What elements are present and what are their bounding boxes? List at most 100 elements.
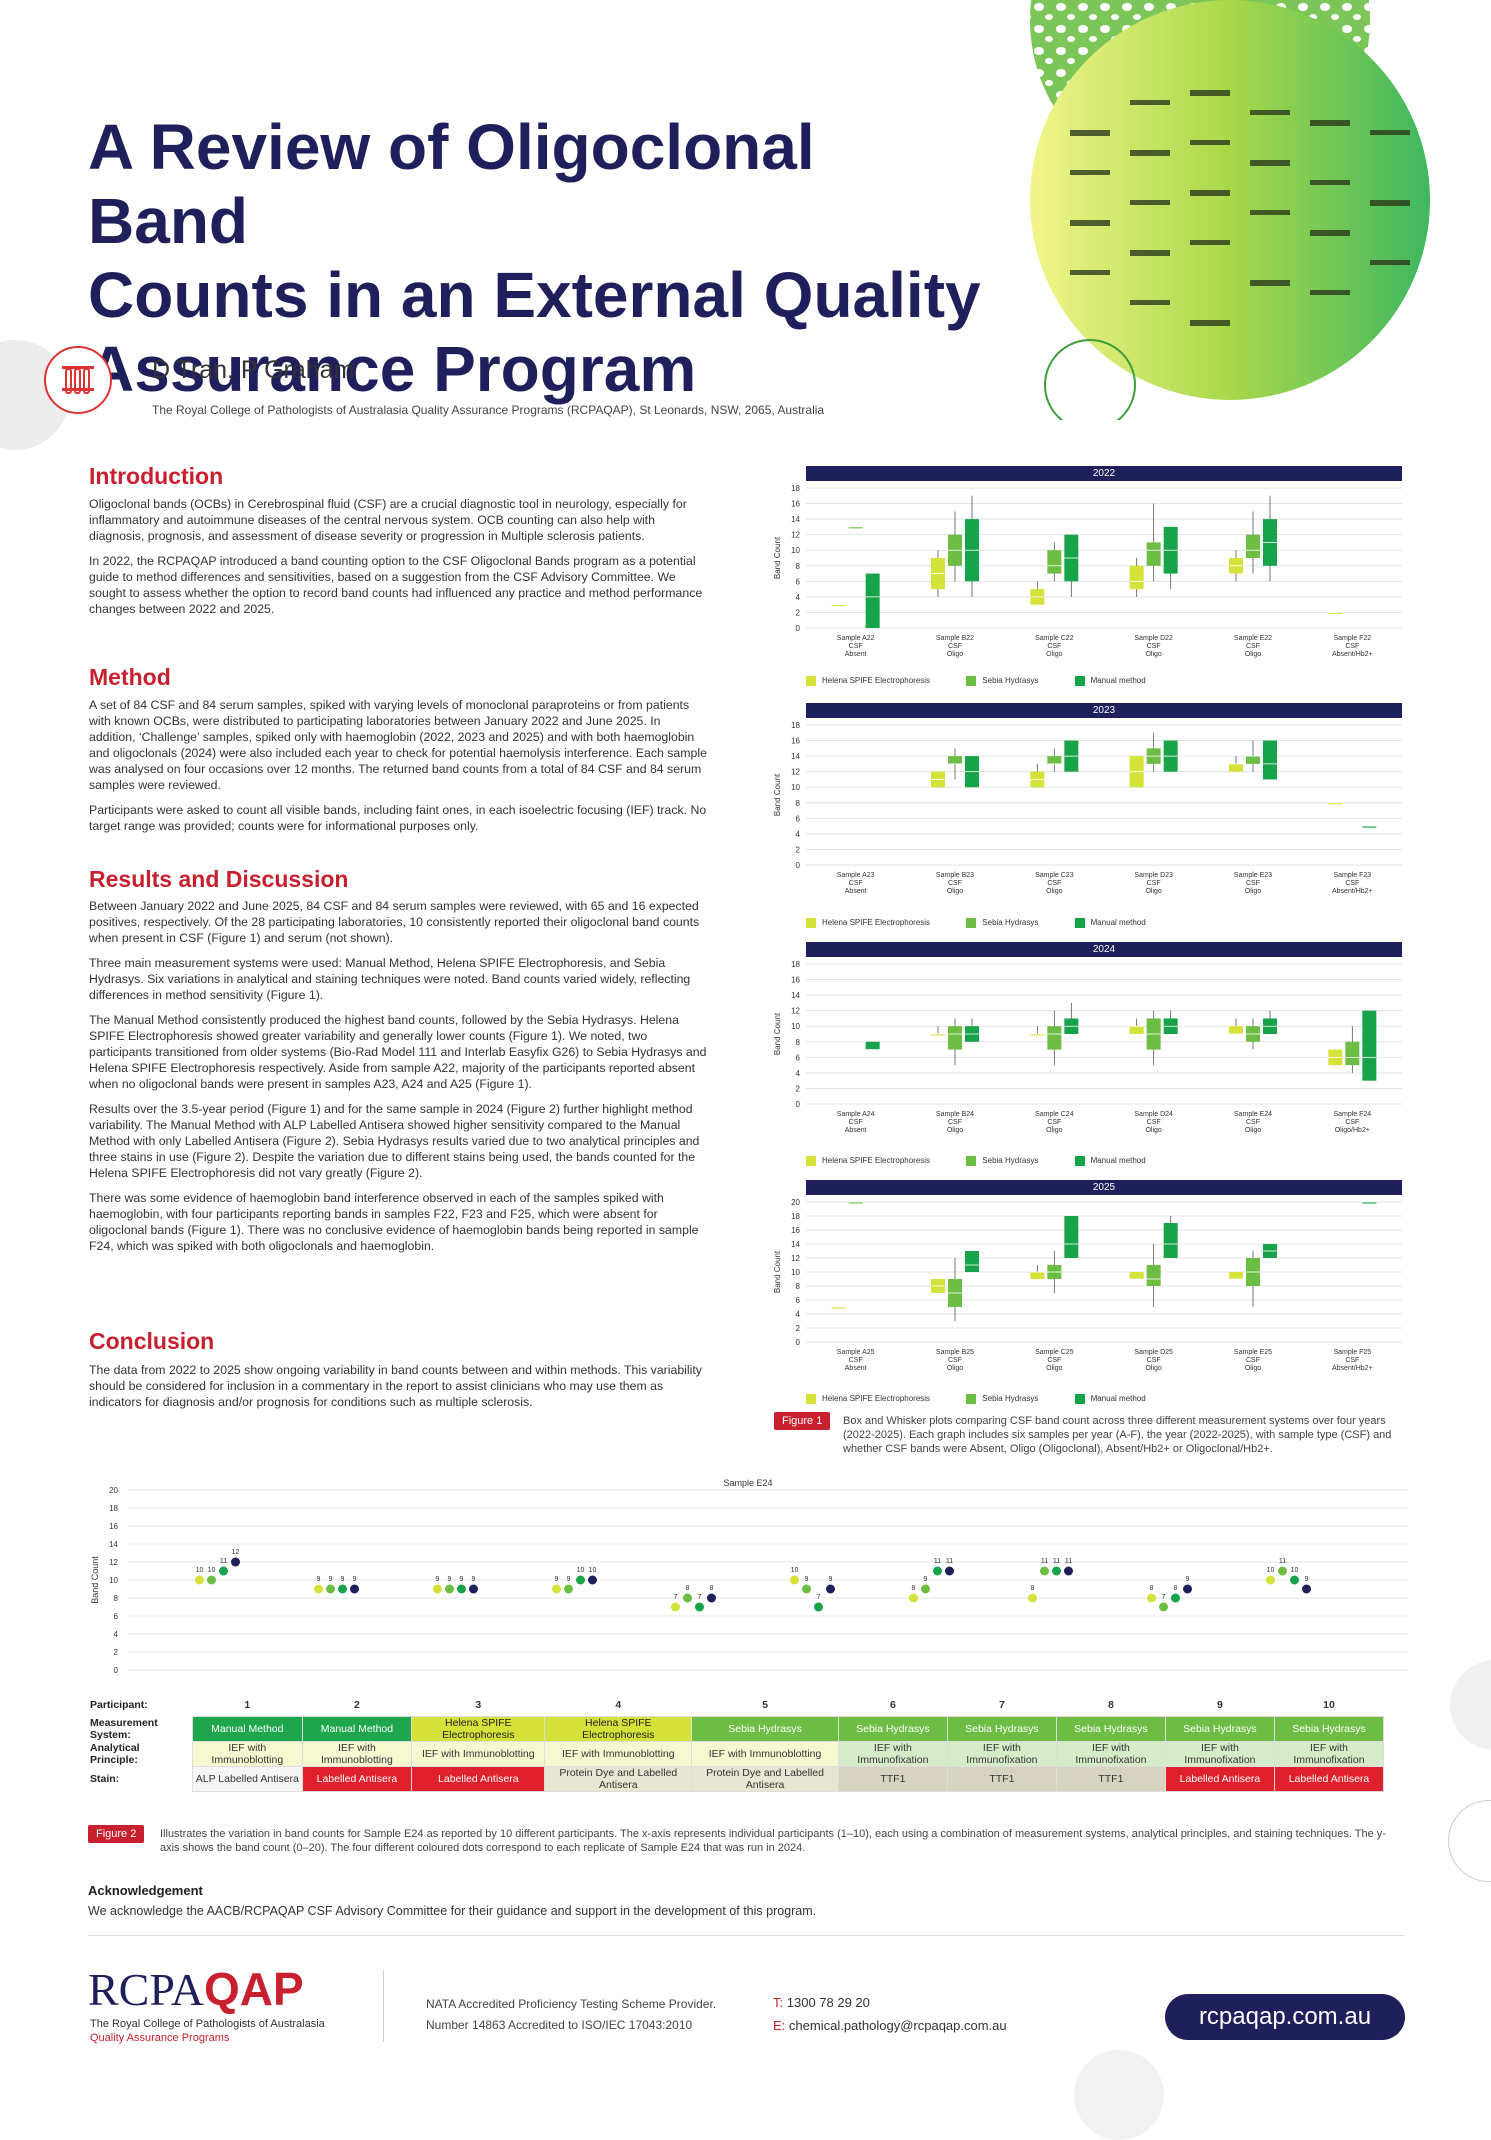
results-paragraph-5: There was some evidence of haemoglobin b… (89, 1191, 699, 1253)
analytical-principle-cell: IEF with Immunofixation (946, 1741, 1057, 1767)
data-point (469, 1584, 478, 1594)
data-label: 10 (208, 1567, 216, 1574)
box (1362, 826, 1377, 828)
chart-panel-2024: 2024 Band Count 0 2 4 6 8 10 12 14 16 18 Sample A24… (770, 942, 1402, 1172)
x-tick-label: Absent/Hb2+ (1332, 1365, 1373, 1372)
stain-row: Stain: ALP Labelled Antisera Labelled Ant… (88, 1766, 1385, 1792)
y-tick-label: 2 (796, 1084, 801, 1093)
chart-panel-2025: 2025 Band Count 0 2 4 6 8 10 12 14 16 18 20 Sample A… (770, 1180, 1402, 1410)
box (1064, 1216, 1079, 1258)
measurement-system-cell: Helena SPIFE Electrophoresis (544, 1716, 693, 1742)
data-point (802, 1584, 811, 1594)
data-point (433, 1584, 442, 1594)
data-point (1266, 1575, 1275, 1585)
data-point (671, 1602, 680, 1612)
chart-title-2024: 2024 (806, 942, 1402, 957)
data-point (1290, 1575, 1299, 1585)
participant-number: 5 (762, 1699, 768, 1711)
box (1146, 542, 1161, 566)
data-label: 9 (567, 1576, 571, 1583)
analytical-principle-cell: IEF with Immunoblotting (301, 1741, 413, 1767)
y-axis-label: Band Count (773, 1012, 782, 1055)
method-paragraph-1: A set of 84 CSF and 84 serum samples, sp… (89, 698, 707, 792)
data-point (219, 1566, 228, 1576)
principle-row: Analytical Principle: IEF with Immunoblo… (88, 1741, 1385, 1767)
legend-label-helena: Helena SPIFE Electrophoresis (822, 676, 931, 686)
stain-cell: TTF1 (1055, 1766, 1166, 1792)
data-label: 9 (317, 1576, 321, 1583)
x-tick-label: Sample B22 (936, 635, 974, 642)
box (1345, 1041, 1360, 1066)
box (1030, 1034, 1045, 1036)
box (1129, 1272, 1144, 1279)
box (1246, 534, 1260, 558)
decor-circle-right (1450, 1660, 1491, 1750)
authors: D Tran, P Graham (152, 356, 355, 384)
y-tick-label: 18 (109, 1504, 118, 1513)
nata-line-2: Number 14863 Accredited to ISO/IEC 17043… (426, 2018, 693, 2032)
x-tick-label: CSF (849, 643, 863, 650)
legend-label-manual: Manual method (1090, 918, 1146, 928)
y-axis-label: Band Count (773, 536, 782, 579)
x-tick-label: Sample E22 (1234, 635, 1272, 642)
data-label: 7 (817, 1594, 821, 1601)
data-label: 12 (232, 1549, 240, 1556)
box (1229, 763, 1243, 772)
y-tick-label: 4 (796, 1069, 801, 1078)
y-tick-label: 6 (796, 577, 801, 586)
data-label: 9 (472, 1576, 476, 1583)
y-tick-label: 18 (791, 960, 800, 969)
box (831, 604, 846, 607)
box (1328, 802, 1343, 805)
legend-2024: Helena SPIFE Electrophoresis Sebia Hydra… (806, 1156, 1180, 1166)
x-tick-label: CSF (1246, 880, 1260, 887)
x-tick-label: CSF (1147, 1119, 1161, 1126)
figure-2-caption: Illustrates the variation in band counts… (160, 1828, 1386, 1854)
x-tick-label: CSF (948, 1119, 962, 1126)
x-tick-label: CSF (1047, 643, 1061, 650)
website-link[interactable]: rcpaqap.com.au (1165, 1994, 1405, 2040)
chart-panel-2022: 2022 Band Count 0 2 4 6 8 10 12 14 16 18 Sample A22… (770, 466, 1402, 696)
x-tick-label: Sample B24 (936, 1111, 974, 1118)
data-label: 9 (436, 1576, 440, 1583)
analytical-principle-cell: IEF with Immunofixation (1164, 1741, 1275, 1767)
brand-qap: QAP (203, 1963, 304, 2015)
analytical-principle-cell: IEF with Immunofixation (1055, 1741, 1166, 1767)
data-label: 11 (1041, 1558, 1048, 1565)
x-tick-label: Absent/Hb2+ (1332, 888, 1373, 895)
measurement-system-cell: Manual Method (192, 1716, 303, 1742)
email[interactable]: E: chemical.pathology@rcpaqap.com.au (773, 2018, 1007, 2033)
x-tick-label: CSF (1345, 1119, 1359, 1126)
legend-label-sebia: Sebia Hydrasys (982, 676, 1039, 686)
data-point (1171, 1593, 1180, 1603)
x-tick-label: Oligo (1145, 651, 1161, 658)
legend-label-helena: Helena SPIFE Electrophoresis (822, 1394, 931, 1404)
conclusion-heading: Conclusion (89, 1328, 215, 1354)
data-point (576, 1575, 585, 1585)
x-tick-label: Oligo (1046, 1365, 1062, 1372)
legend-swatch-helena (806, 676, 816, 686)
results-body: Between January 2022 and June 2025, 84 C… (89, 898, 709, 1263)
legend-swatch-helena (806, 1394, 816, 1404)
x-tick-label: CSF (1147, 1357, 1161, 1364)
legend-item-sebia: Sebia Hydrasys (966, 918, 1038, 928)
method-heading: Method (89, 664, 171, 690)
analytical-principle-cell: IEF with Immunoblotting (544, 1741, 693, 1767)
data-label: 11 (1053, 1558, 1060, 1565)
email-label: E: (773, 2018, 786, 2033)
y-tick-label: 14 (109, 1540, 118, 1549)
participant-number: 10 (1323, 1699, 1335, 1711)
data-point (1040, 1566, 1049, 1576)
telephone[interactable]: T: 1300 78 29 20 (773, 1995, 870, 2010)
data-label: 9 (805, 1576, 809, 1583)
page-title: A Review of Oligoclonal Band Counts in a… (88, 110, 988, 406)
y-tick-label: 0 (796, 624, 801, 633)
participant-row-label: Participant: (90, 1699, 148, 1712)
box (1047, 550, 1062, 574)
title-line-1: A Review of Oligoclonal Band (88, 111, 815, 257)
x-tick-label: CSF (1246, 1119, 1260, 1126)
x-tick-label: Absent/Hb2+ (1332, 651, 1373, 658)
legend-item-sebia: Sebia Hydrasys (966, 676, 1038, 686)
x-tick-label: Oligo (947, 1365, 963, 1372)
